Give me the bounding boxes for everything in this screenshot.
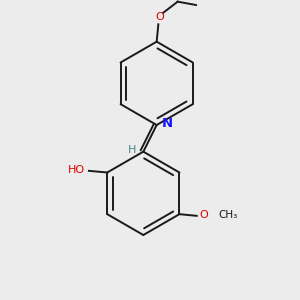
Text: O: O [155,12,164,22]
Text: H: H [128,145,136,155]
Text: HO: HO [68,165,85,175]
Text: N: N [162,117,173,130]
Text: CH₃: CH₃ [219,210,238,220]
Text: O: O [199,210,208,220]
